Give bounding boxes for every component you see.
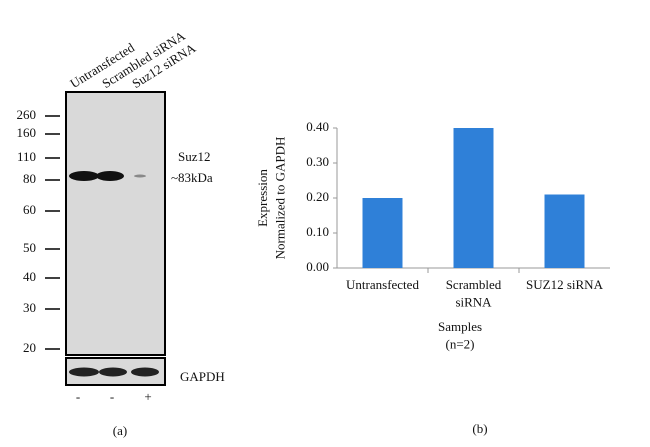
band — [69, 367, 99, 377]
band — [69, 171, 99, 181]
treatment: - — [110, 389, 114, 404]
x-tick-label: Untransfected — [346, 277, 419, 292]
y-tick-label: 0.20 — [306, 189, 329, 204]
treatment: + — [144, 389, 151, 404]
loading-control: GAPDH — [180, 369, 225, 384]
y-tick-label: 0.30 — [306, 154, 329, 169]
x-tick-label: SUZ12 siRNA — [526, 277, 604, 292]
band — [99, 367, 127, 377]
marker-label: 110 — [17, 149, 36, 164]
marker-label: 80 — [23, 171, 36, 186]
y-tick-label: 0.00 — [306, 259, 329, 274]
marker-label: 30 — [23, 300, 36, 315]
marker-label: 60 — [23, 202, 36, 217]
marker-label: 160 — [17, 125, 37, 140]
bar — [453, 128, 494, 268]
marker-label: 40 — [23, 269, 36, 284]
y-axis-title: Expression Normalized to GAPDH — [255, 137, 288, 260]
marker-label: 260 — [17, 107, 37, 122]
x-tick-label: Scrambled siRNA — [446, 277, 502, 310]
band-label: Suz12 — [178, 149, 211, 164]
band — [134, 174, 146, 178]
band — [96, 171, 124, 181]
band-size: ~83kDa — [171, 170, 213, 185]
bar — [362, 198, 403, 268]
panel-label: (b) — [472, 421, 487, 436]
y-tick-label: 0.40 — [306, 119, 329, 134]
x-axis-title: Samples (n=2) — [438, 319, 482, 352]
panel-label: (a) — [113, 423, 127, 438]
bar — [544, 194, 585, 268]
marker-label: 20 — [23, 340, 36, 355]
y-tick-label: 0.10 — [306, 224, 329, 239]
blot-main — [65, 91, 166, 356]
marker-label: 50 — [23, 240, 36, 255]
band — [131, 367, 159, 377]
treatment: - — [76, 389, 80, 404]
